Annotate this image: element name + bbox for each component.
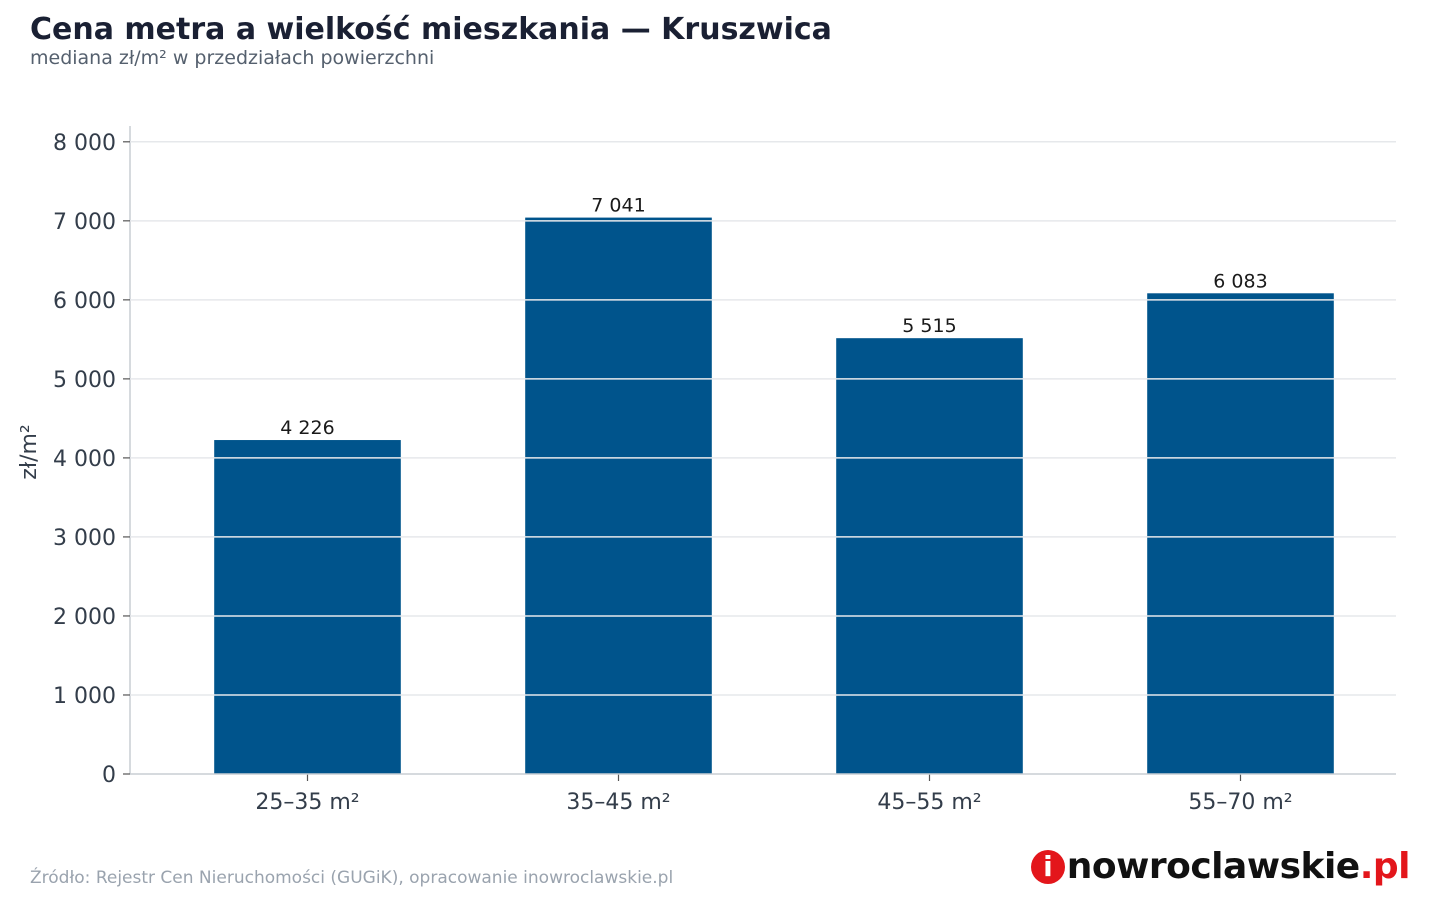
chart-subtitle: mediana zł/m² w przedziałach powierzchni	[30, 47, 435, 69]
logo-mark: i	[1030, 849, 1065, 884]
bar-value-label: 4 226	[280, 417, 334, 439]
bar	[525, 217, 712, 775]
x-tick-label: 35–45 m²	[566, 790, 670, 815]
y-tick-label: 8 000	[53, 131, 116, 156]
logo-name: nowroclawskie	[1066, 846, 1360, 887]
y-tick-label: 4 000	[53, 447, 116, 472]
chart-title: Cena metra a wielkość mieszkania — Krusz…	[30, 12, 832, 47]
x-tick-label: 25–35 m²	[255, 790, 359, 815]
logo-tld: .pl	[1359, 846, 1411, 887]
bar	[1147, 293, 1334, 774]
y-tick-label: 6 000	[53, 289, 116, 314]
bar-chart: 0 1 000 2 000 3 000 4 000 5 000 6 000 7 000 8 00…	[17, 126, 1396, 815]
bar	[214, 440, 401, 774]
bar-value-label: 7 041	[591, 195, 645, 217]
bar-value-label: 5 515	[902, 315, 956, 337]
y-axis-label: zł/m²	[17, 424, 42, 479]
y-tick-label: 7 000	[53, 210, 116, 235]
x-tick-label: 55–70 m²	[1188, 790, 1292, 815]
x-tick-label: 45–55 m²	[877, 790, 981, 815]
y-tick-label: 0	[102, 763, 116, 788]
y-tick-label: 1 000	[53, 684, 116, 709]
y-tick-label: 5 000	[53, 368, 116, 393]
y-tick-label: 3 000	[53, 526, 116, 551]
bar-value-label: 6 083	[1213, 270, 1267, 292]
bar	[836, 338, 1023, 774]
y-tick-label: 2 000	[53, 605, 116, 630]
brand-logo: i nowroclawskie .pl	[1030, 846, 1411, 887]
source-note: Źródło: Rejestr Cen Nieruchomości (GUGiK…	[30, 868, 674, 888]
